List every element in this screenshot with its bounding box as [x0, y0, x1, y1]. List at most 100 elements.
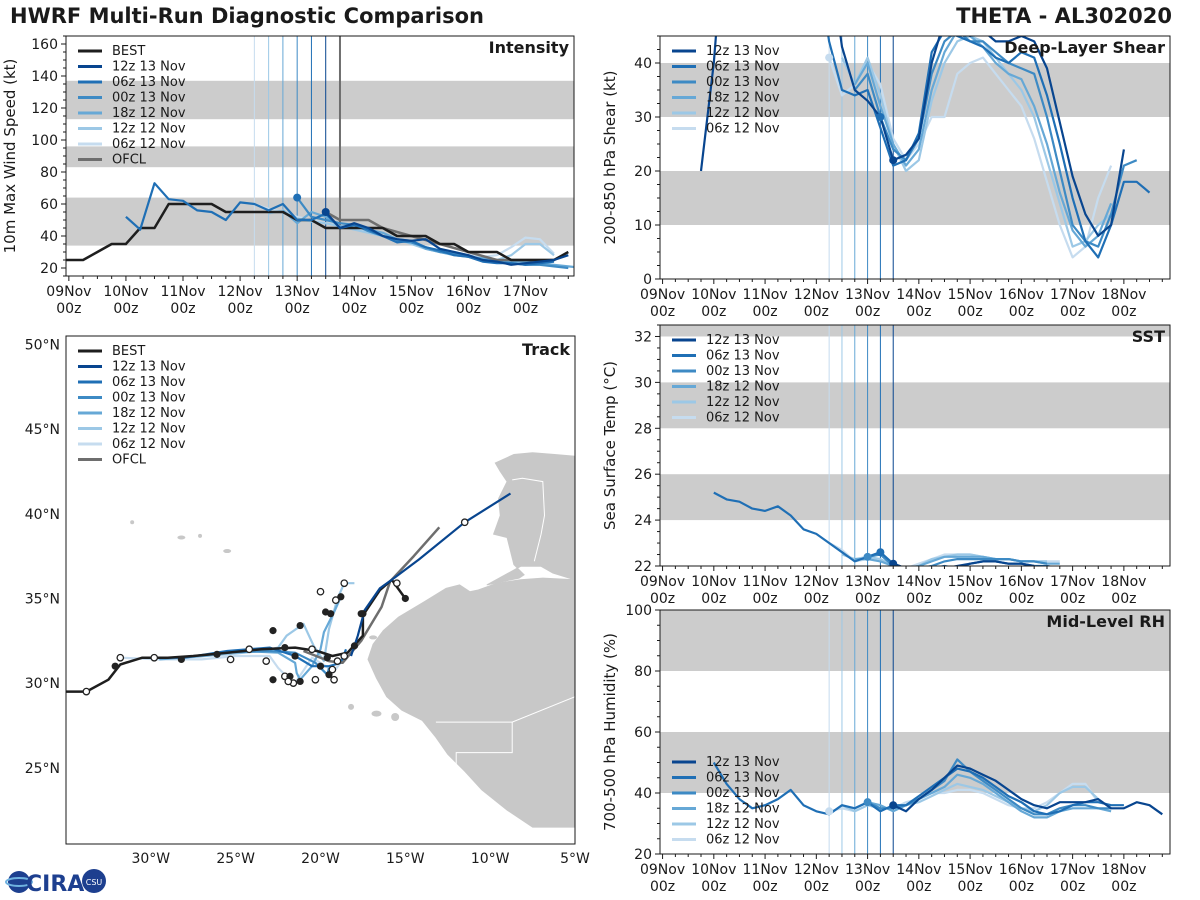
track-position-marker [401, 594, 409, 603]
rh-x-tick-label-hour: 00z [804, 879, 829, 895]
track-06z-12-nov [120, 654, 346, 685]
intensity-marker-06z-13-nov [293, 193, 302, 202]
legend-label-06z-12-nov: 06z 12 Nov [112, 137, 186, 152]
sst-x-tick-label-hour: 00z [804, 591, 829, 604]
track-ofcl [303, 526, 441, 665]
track-position-marker-open [340, 579, 349, 588]
logo-text: CIRA [26, 872, 84, 897]
legend-label-best: BEST [112, 44, 145, 59]
legend-label-00z-13-nov: 00z 13 Nov [706, 364, 780, 379]
sst-y-tick-label: 24 [634, 513, 652, 529]
track-position-marker [337, 593, 345, 601]
legend-label-00z-13-nov: 00z 13 Nov [112, 91, 186, 106]
intensity-x-tick-label-hour: 00z [170, 301, 195, 317]
lon-tick-label: 25°W [216, 851, 255, 867]
rh-y-tick-label: 20 [634, 847, 652, 863]
intensity-y-tick-label: 80 [40, 165, 58, 181]
shear-x-tick-label-hour: 00z [1111, 304, 1136, 320]
intensity-x-tick-label-hour: 00z [56, 301, 81, 317]
sst-marker-12z-13-nov [889, 559, 898, 566]
sst-chart: 22242628303209Nov00z10Nov00z11Nov00z12No… [601, 324, 1171, 604]
shear-y-axis-label: 200-850 hPa Shear (kt) [601, 71, 619, 245]
sst-x-tick-label-hour: 00z [650, 591, 675, 604]
shear-marker-12z-13-nov [889, 156, 898, 165]
island [348, 703, 355, 710]
intensity-panel-title: Intensity [489, 38, 570, 57]
legend-label-ofcl: OFCL [112, 153, 147, 168]
legend-label-06z-12-nov: 06z 12 Nov [706, 411, 780, 426]
legend-label-18z-12-nov: 18z 12 Nov [112, 106, 186, 121]
track-position-marker [291, 652, 299, 660]
lon-tick-label: 30°W [131, 851, 170, 867]
shear-x-tick-label-date: 16Nov [999, 287, 1044, 303]
legend-label-best: BEST [112, 344, 145, 359]
track-position-marker [321, 608, 330, 616]
track-position-marker [269, 627, 277, 635]
intensity-x-tick-label-hour: 00z [113, 301, 138, 317]
lat-tick-label: 50°N [25, 337, 60, 353]
shear-chart: 01020304009Nov00z10Nov00z11Nov00z12Nov00… [601, 35, 1171, 320]
track-12z-13-nov [349, 492, 512, 657]
shear-series-12z-12-nov [841, 36, 1112, 248]
track-position-marker [296, 677, 304, 686]
shear-y-tick-label: 30 [634, 110, 652, 126]
sst-x-tick-label-hour: 00z [1060, 591, 1085, 604]
country-border [435, 696, 575, 723]
island [369, 635, 378, 640]
shear-y-tick-label: 0 [643, 272, 652, 288]
cira-logo: CIRA CSU [4, 866, 108, 898]
shear-x-tick-label-date: 14Nov [896, 287, 941, 303]
intensity-x-tick-label-date: 09Nov [46, 284, 91, 300]
intensity-series-12z-13-nov [324, 211, 569, 266]
rh-x-tick-label-date: 14Nov [896, 862, 941, 878]
lon-tick-label: 20°W [301, 851, 340, 867]
legend-label-06z-13-nov: 06z 13 Nov [706, 771, 780, 786]
sst-x-tick-label-hour: 00z [855, 591, 880, 604]
legend-label-ofcl: OFCL [112, 453, 147, 468]
country-border [512, 477, 546, 562]
rh-y-tick-label: 60 [634, 725, 652, 741]
rh-x-tick-label-hour: 00z [1060, 879, 1085, 895]
legend-label-06z-13-nov: 06z 13 Nov [706, 349, 780, 364]
shear-x-tick-label-hour: 00z [1060, 304, 1085, 320]
track-position-marker [350, 642, 359, 650]
rh-panel-title: Mid-Level RH [1046, 612, 1165, 631]
intensity-x-tick-label-date: 10Nov [103, 284, 148, 300]
shear-y-tick-label: 20 [634, 164, 652, 180]
sst-y-tick-label: 22 [634, 559, 652, 575]
sst-x-tick-label-date: 18Nov [1101, 574, 1146, 590]
island [198, 533, 203, 538]
sst-y-tick-label: 32 [634, 329, 652, 345]
rh-x-tick-label-hour: 00z [1111, 879, 1136, 895]
sst-x-tick-label-hour: 00z [958, 591, 983, 604]
rh-y-tick-label: 100 [625, 604, 652, 619]
sst-x-tick-label-date: 17Nov [1050, 574, 1095, 590]
intensity-threshold-band [66, 146, 574, 168]
sst-x-tick-label-date: 14Nov [896, 574, 941, 590]
intensity-y-tick-label: 160 [31, 37, 58, 53]
track-position-marker-open [262, 657, 271, 665]
sst-threshold-band [660, 325, 1170, 337]
legend-label-12z-12-nov: 12z 12 Nov [112, 122, 186, 137]
storm-title: THETA - AL302020 [956, 4, 1172, 28]
sst-x-tick-label-date: 15Nov [948, 574, 993, 590]
shear-x-tick-label-hour: 00z [1009, 304, 1034, 320]
sst-x-tick-label-date: 09Nov [640, 574, 685, 590]
intensity-x-tick-label-date: 14Nov [332, 284, 377, 300]
shear-marker-06z-13-nov [876, 113, 885, 121]
legend-label-12z-12-nov: 12z 12 Nov [706, 395, 780, 410]
shear-x-tick-label-date: 11Nov [743, 287, 788, 303]
sst-x-tick-label-hour: 00z [906, 591, 931, 604]
island [130, 520, 135, 525]
rh-x-tick-label-date: 11Nov [743, 862, 788, 878]
legend-label-12z-13-nov: 12z 13 Nov [706, 755, 780, 770]
track-position-marker-open [328, 665, 337, 674]
track-position-marker-open [331, 596, 340, 605]
rh-marker-06z-12-nov [825, 807, 834, 816]
intensity-y-axis-label: 10m Max Wind Speed (kt) [1, 59, 19, 254]
legend-label-06z-13-nov: 06z 13 Nov [112, 75, 186, 90]
legend-label-06z-13-nov: 06z 13 Nov [706, 60, 780, 75]
